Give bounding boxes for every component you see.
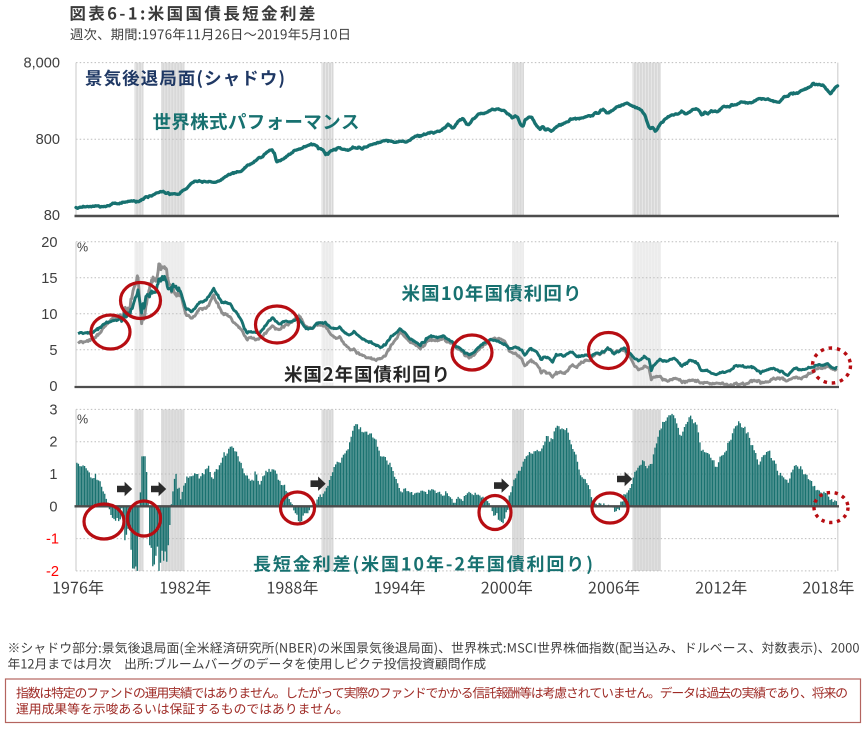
svg-text:15: 15 (41, 271, 57, 287)
svg-text:3: 3 (49, 402, 57, 418)
svg-text:2: 2 (49, 435, 57, 451)
svg-text:0: 0 (49, 379, 57, 395)
svg-text:20: 20 (41, 235, 57, 251)
svg-text:5: 5 (49, 343, 57, 359)
svg-text:-2: -2 (46, 564, 59, 580)
svg-text:8,000: 8,000 (23, 56, 60, 72)
svg-text:10: 10 (41, 307, 57, 323)
svg-text:0: 0 (49, 499, 57, 515)
svg-text:80: 80 (44, 208, 60, 224)
svg-text:-1: -1 (46, 532, 59, 548)
svg-text:%: % (77, 413, 88, 427)
svg-text:800: 800 (36, 132, 60, 148)
svg-text:%: % (77, 241, 88, 255)
svg-text:1: 1 (49, 467, 57, 483)
